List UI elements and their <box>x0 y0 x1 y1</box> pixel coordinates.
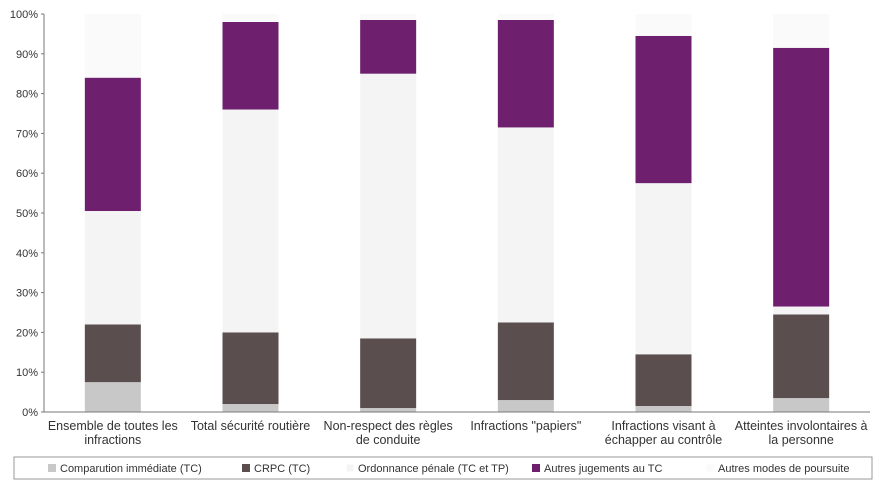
category-label: Total sécurité routière <box>191 419 311 433</box>
y-tick-label: 70% <box>16 128 38 140</box>
bar-segment <box>498 20 554 127</box>
bar-segment <box>360 74 416 339</box>
category-label: Non-respect des règles <box>324 419 453 433</box>
bar-segment <box>636 183 692 354</box>
y-tick-label: 0% <box>22 407 38 419</box>
bar-segment <box>223 332 279 404</box>
bar-segment <box>498 400 554 412</box>
legend-label: CRPC (TC) <box>254 463 310 475</box>
bar-segment <box>85 78 141 211</box>
bar-segment <box>773 14 829 48</box>
category-label: Ensemble de toutes les <box>48 419 178 433</box>
bar-segment <box>223 22 279 110</box>
y-tick-label: 80% <box>16 89 38 101</box>
bar-segment <box>223 110 279 333</box>
y-tick-label: 30% <box>16 288 38 300</box>
category-label: Infractions visant à <box>611 419 715 433</box>
bar-segment <box>773 48 829 307</box>
bar-segment <box>85 14 141 78</box>
y-tick-label: 50% <box>16 208 38 220</box>
legend-swatch <box>706 464 714 472</box>
category-label: Atteintes involontaires à <box>735 419 868 433</box>
y-tick-label: 100% <box>10 9 38 21</box>
category-label: Infractions "papiers" <box>470 419 581 433</box>
bar-segment <box>773 307 829 315</box>
bar-segment <box>636 36 692 183</box>
legend-label: Autres jugements au TC <box>544 463 662 475</box>
bar-segment <box>85 382 141 412</box>
y-tick-label: 60% <box>16 168 38 180</box>
y-tick-label: 90% <box>16 49 38 61</box>
y-tick-label: 10% <box>16 367 38 379</box>
category-label: échapper au contrôle <box>605 433 722 447</box>
bar-segment <box>360 20 416 74</box>
bar-segment <box>636 14 692 36</box>
bar-segment <box>360 14 416 20</box>
bar-segment <box>636 354 692 406</box>
bar-segment <box>498 322 554 400</box>
bar-segment <box>85 211 141 324</box>
bar-segment <box>223 404 279 412</box>
legend-swatch <box>48 464 56 472</box>
bar-segment <box>498 127 554 322</box>
bar-segment <box>773 314 829 398</box>
y-tick-label: 40% <box>16 248 38 260</box>
legend-label: Ordonnance pénale (TC et TP) <box>358 463 509 475</box>
legend-label: Comparution immédiate (TC) <box>60 463 202 475</box>
bar-segment <box>498 14 554 20</box>
bar-segment <box>773 398 829 412</box>
legend-swatch <box>242 464 250 472</box>
bar-segment <box>360 408 416 412</box>
category-label: de conduite <box>356 433 421 447</box>
legend-swatch <box>532 464 540 472</box>
category-label: la personne <box>769 433 834 447</box>
legend-label: Autres modes de poursuite <box>718 463 849 475</box>
bar-segment <box>636 406 692 412</box>
legend-swatch <box>346 464 354 472</box>
y-tick-label: 20% <box>16 327 38 339</box>
category-label: infractions <box>84 433 141 447</box>
bar-segment <box>85 324 141 382</box>
bar-segment <box>223 14 279 22</box>
bar-segment <box>360 338 416 408</box>
